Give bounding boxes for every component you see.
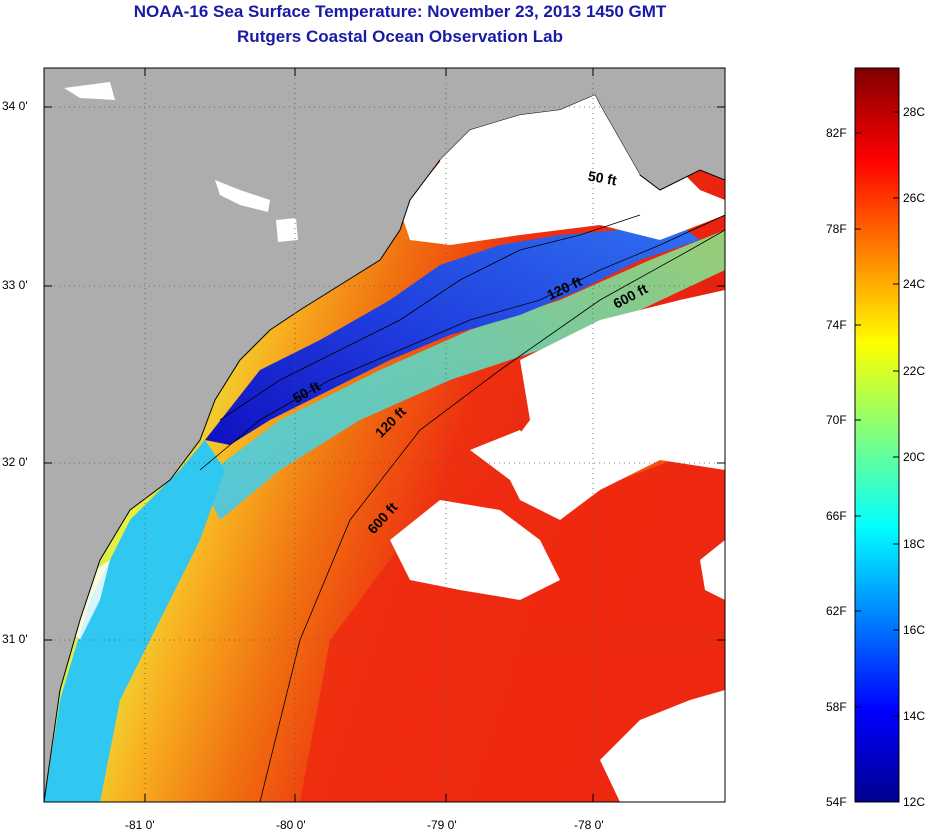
near-shore-shelf-water <box>44 440 225 802</box>
map-frame <box>43 67 726 803</box>
gulf-stream-warm-water <box>300 400 725 802</box>
colorbar-ticks <box>855 111 899 717</box>
isobath-lines <box>199 214 725 802</box>
inland-cloud <box>215 180 270 212</box>
colorbar-label-58f: 58F <box>826 700 847 714</box>
map-title: NOAA-16 Sea Surface Temperature: Novembe… <box>133 2 667 21</box>
map-subtitle: Rutgers Coastal Ocean Observation Lab <box>237 27 563 46</box>
colorbar-label-54f: 54F <box>826 795 847 809</box>
lat-label-32: 32 0' <box>2 455 28 469</box>
axis-ticks <box>44 68 725 802</box>
colorbar-label-12c: 12C <box>903 795 926 809</box>
colorbar-label-78f: 78F <box>826 222 847 236</box>
lon-label-81: -81 0' <box>125 818 155 832</box>
near-shore-cold-water <box>205 225 700 445</box>
colorbar-label-74f: 74F <box>826 318 847 332</box>
colorbar-label-70f: 70F <box>826 413 847 427</box>
lat-label-31: 31 0' <box>2 632 28 646</box>
inland-cloud <box>64 82 115 100</box>
colorbar-label-66f: 66F <box>826 509 847 523</box>
colorbar-label-82f: 82F <box>826 126 847 140</box>
colorbar-label-28c: 28C <box>903 105 926 119</box>
coastal-cloud <box>440 95 640 195</box>
colorbar-label-18c: 18C <box>903 537 926 551</box>
colorbar-label-24c: 24C <box>903 277 926 291</box>
shelf-cool-water <box>200 230 725 520</box>
lon-label-79: -79 0' <box>427 818 457 832</box>
colorbar-label-16c: 16C <box>903 623 926 637</box>
colorbar-label-62f: 62F <box>826 604 847 618</box>
graticule <box>44 68 725 802</box>
land-mass <box>44 68 725 802</box>
colorbar-label-26c: 26C <box>903 191 926 205</box>
lat-label-33: 33 0' <box>2 278 28 292</box>
colorbar-label-14c: 14C <box>903 709 926 723</box>
colorbar-label-20c: 20C <box>903 450 926 464</box>
inland-cloud <box>276 218 298 242</box>
lon-label-80: -80 0' <box>276 818 306 832</box>
map-area <box>44 68 725 802</box>
lon-label-78: -78 0' <box>574 818 604 832</box>
lat-label-34: 34 0' <box>2 99 28 113</box>
colorbar-gradient <box>854 67 900 803</box>
colorbar-label-22c: 22C <box>903 364 926 378</box>
